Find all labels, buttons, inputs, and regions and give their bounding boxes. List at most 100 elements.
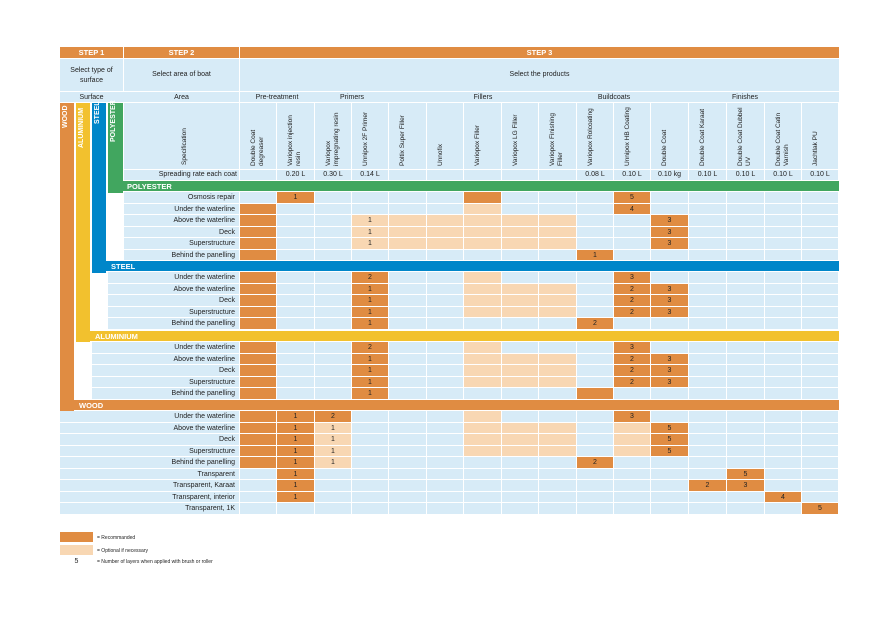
cell-0-3-0	[240, 226, 276, 238]
cell-2-0-2	[315, 342, 351, 353]
cell-2-4-6	[464, 388, 501, 399]
cell-1-1-7	[502, 283, 538, 295]
cell-num-2-0-3: 2	[368, 344, 372, 351]
cell-2-1-7	[502, 353, 538, 365]
cell-3-7-7	[502, 491, 538, 503]
cell-0-2-4	[389, 215, 426, 226]
cell-3-2-6	[464, 434, 501, 445]
cell-0-1-3	[352, 203, 388, 215]
cell-2-1-8	[539, 353, 576, 365]
cell-1-0-8	[539, 272, 576, 283]
cell-2-2-11	[651, 365, 688, 376]
step3-header	[240, 47, 839, 58]
cell-2-2-15	[802, 365, 838, 376]
select-area-cell	[124, 59, 239, 91]
cell-1-0-14	[765, 272, 801, 283]
cell-0-4-8	[539, 238, 576, 249]
cell-0-2-14	[765, 215, 801, 226]
cell-3-7-5	[427, 491, 463, 503]
cell-0-4-4	[389, 238, 426, 249]
step3-label: STEP 3	[526, 48, 553, 57]
cell-2-3-2	[315, 376, 351, 388]
legend-recommended-text: = Recommanded	[97, 535, 136, 541]
product-name-15: Jachtlak PU	[811, 131, 819, 166]
area-cell-1-3	[108, 306, 239, 318]
cell-0-3-6	[464, 226, 501, 238]
cell-num-1-2-10: 2	[630, 297, 634, 305]
cell-0-1-8	[539, 203, 576, 215]
cell-0-2-6	[464, 215, 501, 226]
legend-number: 5	[74, 558, 79, 565]
cell-num-0-4-3: 1	[368, 240, 372, 248]
cell-0-5-9	[577, 249, 613, 261]
cell-3-2-12	[689, 434, 726, 445]
cell-3-5-6	[464, 468, 501, 480]
spreading-value-9: 0.08 L	[585, 171, 605, 178]
cell-3-4-10	[614, 457, 650, 468]
cell-1-1-8	[539, 283, 576, 295]
cell-2-1-0	[240, 353, 276, 365]
cell-3-5-10	[614, 468, 650, 480]
cell-3-6-2	[315, 480, 351, 491]
cell-num-3-4-2: 1	[331, 459, 335, 467]
cell-2-2-7	[502, 365, 538, 376]
cell-num-0-0-1: 1	[293, 194, 298, 201]
cell-0-0-13	[727, 192, 764, 203]
cell-1-0-12	[689, 272, 726, 283]
cell-num-0-4-11: 3	[667, 240, 672, 248]
cell-3-0-1	[277, 411, 314, 422]
cell-3-3-15	[802, 445, 838, 457]
cell-1-2-6	[464, 295, 501, 306]
cell-3-8-9	[577, 503, 613, 514]
area-cell-2-1	[92, 353, 239, 365]
cell-3-2-1	[277, 434, 314, 445]
cell-3-8-5	[427, 503, 463, 514]
cell-0-3-7	[502, 226, 538, 238]
legend-optional-swatch	[60, 545, 93, 555]
cell-1-4-8	[539, 318, 576, 329]
finishes-label: Finishes	[731, 94, 759, 101]
polyester-bar	[108, 103, 123, 193]
cell-1-2-13	[727, 295, 764, 306]
cell-0-2-9	[577, 215, 613, 226]
cell-num-0-3-11: 3	[667, 228, 672, 236]
section-band-2	[76, 331, 839, 341]
cell-2-2-12	[689, 365, 726, 376]
product-header-5	[427, 103, 463, 169]
select-surface-label: Select type of surface	[70, 67, 113, 84]
cell-2-3-10	[614, 376, 650, 388]
cell-0-1-11	[651, 203, 688, 215]
spreading-cell-2	[315, 170, 351, 180]
row3-left	[60, 92, 239, 102]
aluminium-vlabel: ALUMINIUM	[78, 107, 85, 148]
cell-2-3-7	[502, 376, 538, 388]
cell-0-3-1	[277, 226, 314, 238]
cell-0-5-3	[352, 249, 388, 261]
cell-1-1-6	[464, 283, 501, 295]
cell-3-1-7	[502, 422, 538, 434]
cell-0-0-10	[614, 192, 650, 203]
cell-2-3-11	[651, 376, 688, 388]
area-name-3-0: Under the waterline	[174, 413, 235, 420]
select-surface-cell	[60, 59, 123, 91]
spreading-value-3: 0.14 L	[360, 171, 380, 178]
spreading-cell-9	[577, 170, 613, 180]
cell-0-2-12	[689, 215, 726, 226]
area-name-0-0: Osmosis repair	[187, 194, 235, 201]
cell-3-4-12	[689, 457, 726, 468]
cell-2-1-5	[427, 353, 463, 365]
cell-2-3-8	[539, 376, 576, 388]
cell-2-2-3	[352, 365, 388, 376]
cell-3-4-2	[315, 457, 351, 468]
cell-2-3-5	[427, 376, 463, 388]
area-cell-2-4	[92, 388, 239, 399]
spreading-cell-10	[614, 170, 650, 180]
cell-3-3-0	[240, 445, 276, 457]
select-area-label: Select area of boat	[152, 71, 211, 78]
cell-1-3-13	[727, 306, 764, 318]
cell-num-3-8-15: 5	[818, 505, 822, 513]
cell-2-3-0	[240, 376, 276, 388]
cell-2-4-12	[689, 388, 726, 399]
cell-num-3-2-2: 1	[331, 436, 335, 444]
cell-2-1-3	[352, 353, 388, 365]
